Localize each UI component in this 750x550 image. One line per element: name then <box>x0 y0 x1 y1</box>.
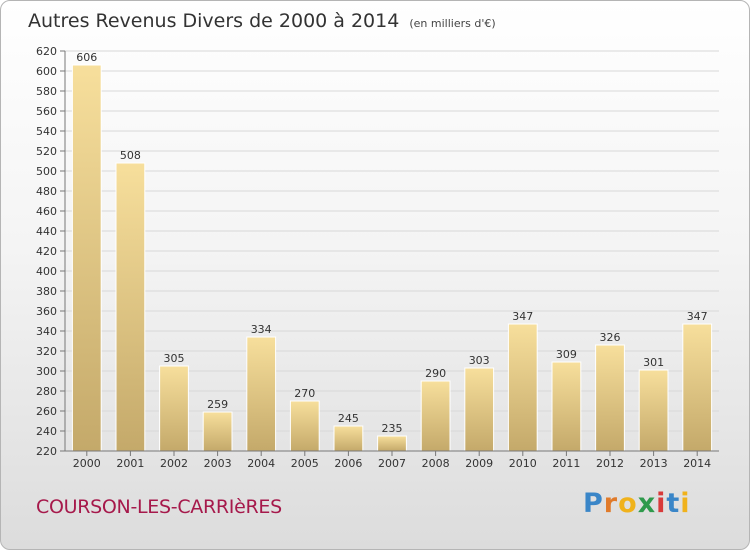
bar-2010 <box>507 323 538 452</box>
y-tick-label: 460 <box>36 205 57 218</box>
bar-2005 <box>289 400 320 452</box>
bar-2013 <box>638 369 669 452</box>
x-tick-label-2001: 2001 <box>116 457 144 470</box>
bar-2002 <box>159 365 189 452</box>
x-tick-label-2012: 2012 <box>596 457 624 470</box>
chart-title: Autres Revenus Divers de 2000 à 2014 (en… <box>28 10 496 32</box>
data-label-2000: 606 <box>76 51 97 64</box>
data-label-2006: 245 <box>338 412 359 425</box>
data-label-2004: 334 <box>251 323 272 336</box>
data-label-2012: 326 <box>600 331 621 344</box>
y-tick-label: 440 <box>36 225 57 238</box>
proxiti-logo[interactable]: Proxiti <box>583 488 691 519</box>
x-axis: 2000 2001 2002 2003 2004 2005 2006 2007 2008 2009… <box>65 450 719 470</box>
y-tick-label: 420 <box>36 245 57 258</box>
bar-2009 <box>464 367 495 452</box>
y-tick-label: 240 <box>36 425 57 438</box>
x-tick-label-2007: 2007 <box>378 457 406 470</box>
data-label-2009: 303 <box>469 354 490 367</box>
data-label-2014: 347 <box>687 310 708 323</box>
x-tick-label-2004: 2004 <box>247 457 275 470</box>
y-axis: 220 240 260 280 300 320 340 360 380 400 420 440 460 4… <box>36 45 66 458</box>
y-tick-label: 480 <box>36 185 57 198</box>
bars <box>71 64 713 452</box>
x-tick-label-2013: 2013 <box>640 457 668 470</box>
x-tick-label-2014: 2014 <box>683 457 711 470</box>
y-tick-label: 560 <box>36 105 57 118</box>
x-tick-label-2000: 2000 <box>73 457 101 470</box>
data-label-2008: 290 <box>425 367 446 380</box>
x-tick-label-2009: 2009 <box>465 457 493 470</box>
y-tick-label: 500 <box>36 165 57 178</box>
data-label-2013: 301 <box>643 356 664 369</box>
y-tick-label: 620 <box>36 45 57 58</box>
y-tick-label: 280 <box>36 385 57 398</box>
chart-title-text: Autres Revenus Divers de 2000 à 2014 <box>28 10 400 32</box>
x-tick-label-2011: 2011 <box>552 457 580 470</box>
bar-2000 <box>71 64 102 452</box>
bar-2001 <box>115 162 146 452</box>
y-tick-label: 300 <box>36 365 57 378</box>
y-tick-label: 320 <box>36 345 57 358</box>
bar-2006 <box>333 425 364 452</box>
data-label-2003: 259 <box>207 398 228 411</box>
y-tick-label: 260 <box>36 405 57 418</box>
x-tick-label-2002: 2002 <box>160 457 188 470</box>
bar-2004 <box>246 336 277 452</box>
x-tick-label-2006: 2006 <box>334 457 362 470</box>
bar-2007 <box>377 435 407 452</box>
y-tick-label: 600 <box>36 65 57 78</box>
y-tick-label: 360 <box>36 305 57 318</box>
bar-2011 <box>551 361 582 452</box>
data-label-2007: 235 <box>382 422 403 435</box>
data-labels: 606 508 305 259 334 270 245 235 290 303 347 309 326 3… <box>76 51 707 435</box>
bar-2014 <box>682 323 713 452</box>
y-tick-label: 380 <box>36 285 57 298</box>
data-label-2005: 270 <box>294 387 315 400</box>
data-label-2011: 309 <box>556 348 577 361</box>
y-tick-label: 520 <box>36 145 57 158</box>
y-tick-label: 400 <box>36 265 57 278</box>
y-tick-label: 340 <box>36 325 57 338</box>
data-label-2002: 305 <box>164 352 185 365</box>
data-label-2010: 347 <box>512 310 533 323</box>
x-tick-label-2003: 2003 <box>204 457 232 470</box>
bar-2012 <box>595 344 625 452</box>
y-tick-label: 220 <box>36 445 57 458</box>
x-tick-label-2005: 2005 <box>291 457 319 470</box>
bar-2003 <box>202 411 233 452</box>
bar-2008 <box>420 380 451 452</box>
commune-name: COURSON-LES-CARRIèRES <box>36 496 282 518</box>
x-tick-label-2010: 2010 <box>509 457 537 470</box>
x-tick-label-2008: 2008 <box>422 457 450 470</box>
data-label-2001: 508 <box>120 149 141 162</box>
chart-unit: (en milliers d'€) <box>409 17 496 30</box>
y-tick-label: 540 <box>36 125 57 138</box>
y-tick-label: 580 <box>36 85 57 98</box>
